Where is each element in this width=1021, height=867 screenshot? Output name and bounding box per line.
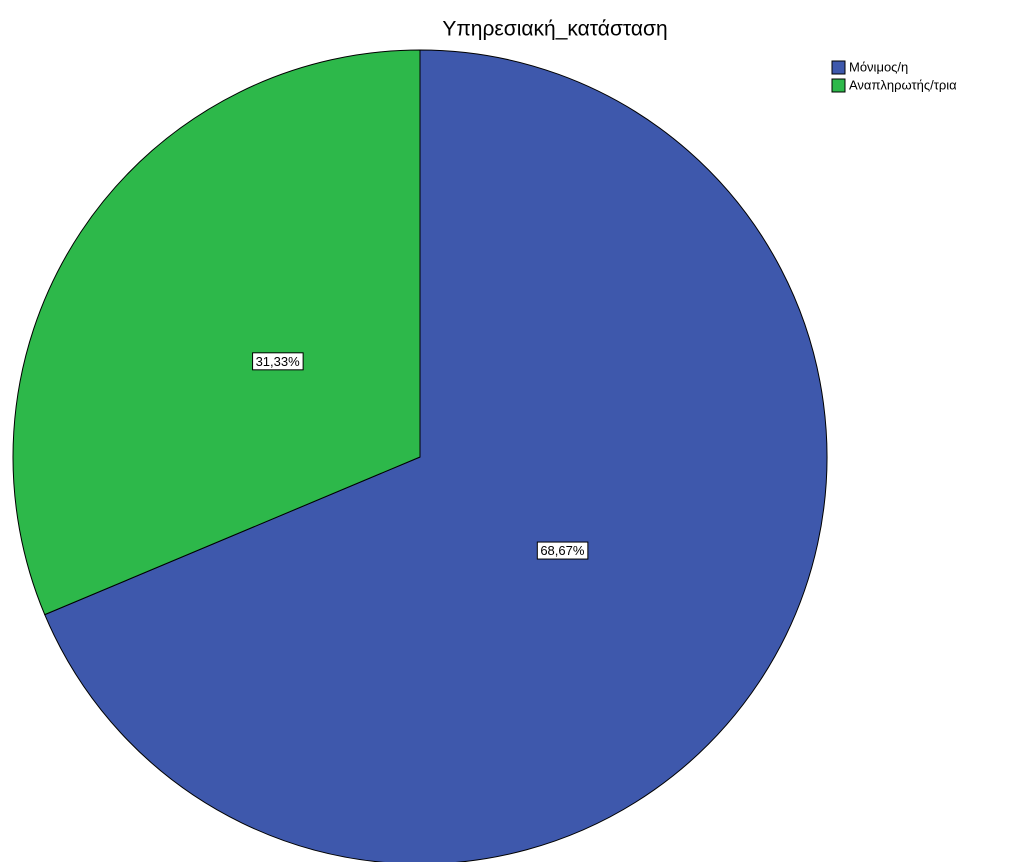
legend-label: Αναπληρωτής/τρια [849,77,957,92]
value-label: 68,67% [540,543,585,558]
pie-slice [12,49,421,616]
chart-title: Υπηρεσιακή_κατάσταση [442,18,667,41]
value-label-box [252,352,304,371]
value-label: 31,33% [256,354,301,369]
legend-label: Μόνιμος/η [849,59,908,74]
value-label-box [536,541,589,560]
legend-swatch [831,60,846,75]
legend-swatch [831,78,846,93]
pie-slice [44,49,828,865]
